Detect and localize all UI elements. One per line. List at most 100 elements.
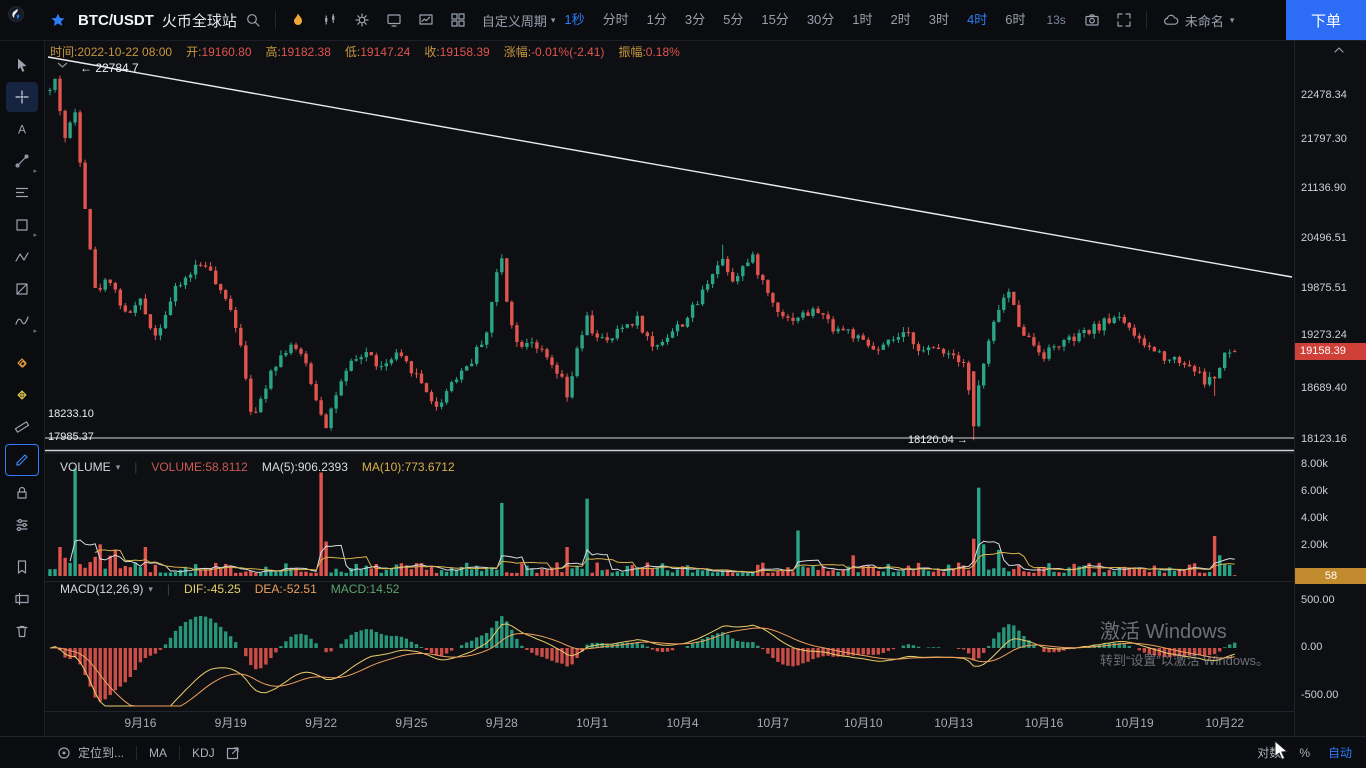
locate-label: 定位到... xyxy=(78,746,125,760)
lock-drawings-tool[interactable] xyxy=(6,478,38,508)
interval-button[interactable]: 3时 xyxy=(928,12,949,27)
place-order-button[interactable]: 下单 xyxy=(1286,0,1366,40)
time-tick-label: 10月19 xyxy=(1115,716,1154,730)
locate-button[interactable]: 定位到... xyxy=(56,744,124,761)
interval-button[interactable]: 2时 xyxy=(890,12,911,27)
ohlc-field: 时间:2022-10-22 08:00 xyxy=(50,45,173,59)
ohlc-field: 收:19158.39 xyxy=(424,45,490,59)
svg-text:A: A xyxy=(18,123,26,137)
ohlc-field: 高:19182.38 xyxy=(265,45,331,59)
axis-tick-label: 8.00k xyxy=(1301,458,1328,470)
interval-button[interactable]: 1分 xyxy=(646,12,667,27)
interval-button[interactable]: 30分 xyxy=(806,12,835,27)
macd-legend-values: DIF:-45.25 DEA:-52.51 MACD:14.52 xyxy=(184,582,399,596)
interval-button[interactable]: 5分 xyxy=(723,12,744,27)
kline-style-button[interactable] xyxy=(314,6,346,34)
multi-chart-button[interactable] xyxy=(410,6,442,34)
trendline-drawing[interactable]: ← 22784.7 xyxy=(47,56,1293,278)
axis-tick-label: 18123.16 xyxy=(1301,433,1347,445)
top-toolbar: BTC/USDT 火币全球站 自定义周期 ▾ 1秒 分时 1分 3分 5分 15分 30分 1… xyxy=(0,0,1366,41)
interval-button[interactable]: 3分 xyxy=(684,12,706,27)
time-axis[interactable]: 9月16 9月19 9月22 9月25 9月28 10月1 10月4 10月7 10月10 10月… xyxy=(124,716,1244,730)
candles xyxy=(48,75,1237,441)
ma-indicator-button[interactable]: MA xyxy=(149,745,168,760)
divider: | xyxy=(134,460,138,474)
hot-flame-button[interactable] xyxy=(282,6,314,34)
time-tick-label: 9月28 xyxy=(486,716,518,730)
interval-button[interactable]: 15分 xyxy=(761,12,789,27)
time-tick-label: 9月22 xyxy=(305,716,337,730)
current-volume-tag: 58 xyxy=(1295,568,1366,584)
legend-collapse-chevron[interactable] xyxy=(57,62,68,68)
divider xyxy=(136,745,138,760)
save-template-tool[interactable] xyxy=(6,552,38,582)
axis-tick-label: -500.00 xyxy=(1301,689,1339,701)
custom-period-dropdown[interactable]: 自定义周期 ▾ xyxy=(482,11,556,30)
chevron-up-icon[interactable] xyxy=(1331,42,1347,61)
huobi-logo[interactable] xyxy=(8,6,36,34)
pattern-tool[interactable] xyxy=(6,242,38,272)
axis-tick-label: 18689.40 xyxy=(1301,382,1347,394)
time-tick-label: 10月7 xyxy=(757,716,789,730)
interval-button[interactable]: 1时 xyxy=(852,12,873,27)
trendline-tool[interactable]: ▸ xyxy=(6,146,38,176)
volume-bars xyxy=(48,468,1237,576)
interval-button[interactable]: 4时 xyxy=(966,12,988,27)
favorite-star-button[interactable] xyxy=(42,6,74,34)
volume-indicator-dropdown[interactable]: VOLUME ▾ xyxy=(60,460,120,474)
axis-tick-label: 4.00k xyxy=(1301,512,1328,524)
search-button[interactable] xyxy=(237,6,269,34)
kdj-indicator-button[interactable]: KDJ xyxy=(192,745,215,760)
time-tick-label: 10月4 xyxy=(666,716,698,730)
axis-tick-label: 22478.34 xyxy=(1301,89,1347,101)
measure-tool[interactable] xyxy=(6,412,38,442)
percent-scale-button[interactable]: % xyxy=(1299,745,1310,760)
drawing-price-label: 18233.10 xyxy=(48,408,94,420)
drawing-toolbar: A ▸ ▸ ▸ xyxy=(0,40,45,768)
gann-tool[interactable] xyxy=(6,274,38,304)
crosshair-tool[interactable] xyxy=(6,82,38,112)
fib-retracement-tool[interactable] xyxy=(6,178,38,208)
macd-indicator-label: MACD(12,26,9) xyxy=(60,582,144,596)
symbol-title: BTC/USDT xyxy=(78,11,154,29)
rename-tool[interactable] xyxy=(6,584,38,614)
ohlc-field: 开:19160.80 xyxy=(186,45,252,59)
volume-legend: VOLUME ▾ | VOLUME:58.8112 MA(5):906.2393 M… xyxy=(60,460,455,474)
macd-legend: MACD(12,26,9) ▾ | DIF:-45.25 DEA:-52.51 MA… xyxy=(60,582,399,596)
interval-button[interactable]: 分时 xyxy=(602,12,629,27)
indicator-template-a[interactable] xyxy=(6,348,38,378)
auto-scale-button[interactable]: 自动 xyxy=(1327,746,1352,760)
indicator-popup-button[interactable] xyxy=(225,745,241,761)
workspace-menu[interactable]: 未命名 ▾ xyxy=(1163,11,1235,30)
divider xyxy=(274,11,276,29)
divider xyxy=(179,745,181,760)
interval-button[interactable]: 1秒 xyxy=(564,12,585,27)
fullscreen-button[interactable] xyxy=(1108,6,1140,34)
chart-window-button[interactable] xyxy=(378,6,410,34)
chevron-down-icon: ▾ xyxy=(550,14,556,25)
volume-indicator-label: VOLUME xyxy=(60,460,111,474)
text-tool[interactable]: A xyxy=(6,114,38,144)
draw-mode-tool[interactable] xyxy=(5,444,39,476)
settings-gear-button[interactable] xyxy=(346,6,378,34)
screenshot-camera-button[interactable] xyxy=(1076,6,1108,34)
elliott-wave-tool[interactable]: ▸ xyxy=(6,306,38,336)
chevron-down-icon: ▾ xyxy=(1229,14,1235,25)
log-scale-button[interactable]: 对数 xyxy=(1257,746,1282,760)
price-axis[interactable]: 19158.39 58 22478.34 21797.30 21136.90 2049… xyxy=(1294,40,1366,736)
legend-value: MA(5):906.2393 xyxy=(261,460,348,474)
shape-tool[interactable]: ▸ xyxy=(6,210,38,240)
interval-button[interactable]: 6时 xyxy=(1005,12,1026,27)
ohlc-field: 涨幅:-0.01%(-2.41) xyxy=(503,45,605,59)
ohlc-field: 振幅:0.18% xyxy=(618,45,680,59)
cursor-tool[interactable] xyxy=(6,50,38,80)
indicator-template-b[interactable] xyxy=(6,380,38,410)
remove-drawings-tool[interactable] xyxy=(6,616,38,646)
layout-grid-button[interactable] xyxy=(442,6,474,34)
volume-legend-values: VOLUME:58.8112 MA(5):906.2393 MA(10):773.6… xyxy=(151,460,454,474)
legend-value: DIF:-45.25 xyxy=(184,582,241,596)
macd-indicator-dropdown[interactable]: MACD(12,26,9) ▾ xyxy=(60,582,153,596)
object-settings-tool[interactable] xyxy=(6,510,38,540)
